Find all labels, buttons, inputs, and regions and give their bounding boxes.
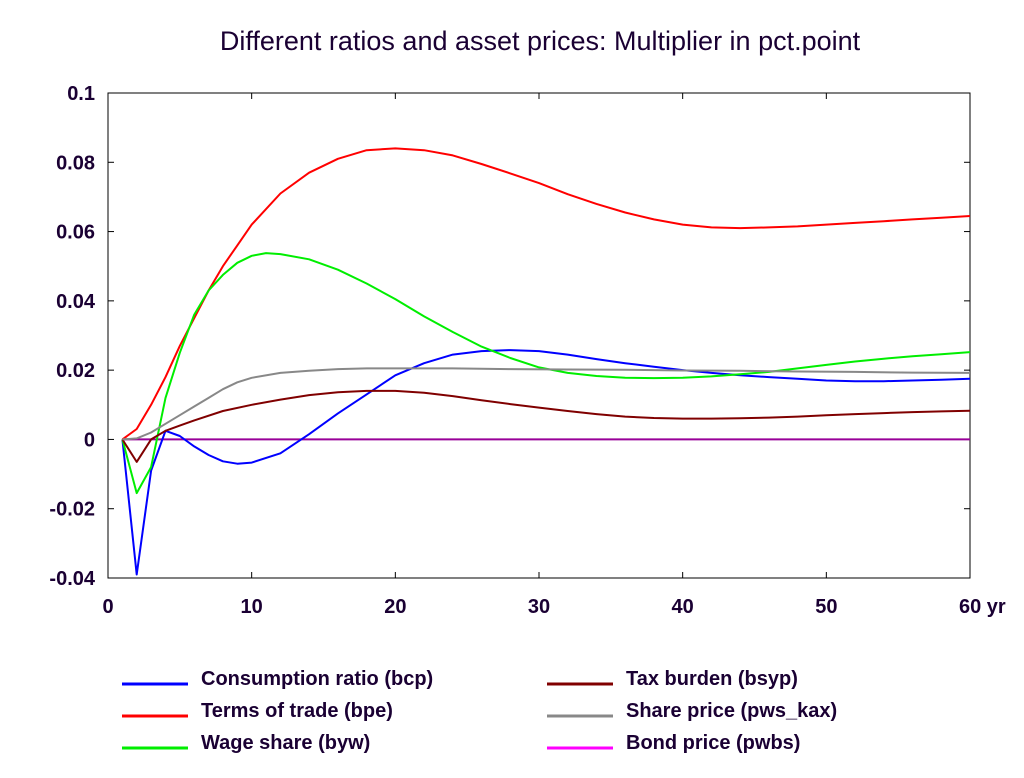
y-tick-label: 0 xyxy=(84,429,95,451)
legend-label-terms-of-trade-bpe: Terms of trade (bpe) xyxy=(201,700,393,722)
series-line-terms-of-trade-bpe xyxy=(121,147,971,441)
y-axis: -0.04 -0.02 0 0.02 0.04 0.06 0.08 0.1 xyxy=(49,83,970,590)
legend-label-consumption-ratio-bcp: Consumption ratio (bcp) xyxy=(201,668,433,690)
legend-label-bond-price-pwbs: Bond price (pwbs) xyxy=(626,732,800,754)
x-tick-label: 20 xyxy=(384,596,406,618)
x-tick-label: 50 xyxy=(815,596,837,618)
x-tick-label: 30 xyxy=(528,596,550,618)
y-tick-label: 0.02 xyxy=(56,360,95,382)
plot-frame xyxy=(107,92,971,579)
y-tick-label: 0.1 xyxy=(67,83,95,105)
x-axis: 0 10 20 30 40 50 60 yr xyxy=(102,93,1006,618)
y-tick-label: 0.06 xyxy=(56,222,95,244)
y-tick-label: -0.04 xyxy=(49,568,95,590)
y-tick-label: -0.02 xyxy=(49,499,95,521)
legend: Consumption ratio (bcp) Terms of trade (b… xyxy=(122,668,837,754)
series-lines xyxy=(121,147,971,576)
chart-title: Different ratios and asset prices: Multi… xyxy=(220,26,861,56)
series-line-wage-share-byw xyxy=(121,252,971,495)
x-tick-label: 60 yr xyxy=(959,596,1006,618)
legend-label-tax-burden-bsyp: Tax burden (bsyp) xyxy=(626,668,798,690)
x-tick-label: 40 xyxy=(672,596,694,618)
series-line-consumption-ratio-bcp xyxy=(121,349,971,576)
legend-label-wage-share-byw: Wage share (byw) xyxy=(201,732,370,754)
legend-label-share-price-pws-kax: Share price (pws_kax) xyxy=(626,700,837,722)
plot-border xyxy=(107,92,971,579)
x-tick-label: 10 xyxy=(241,596,263,618)
series-line-share-price-pws-kax xyxy=(122,367,971,441)
y-tick-label: 0.04 xyxy=(56,291,96,313)
series-line-tax-burden-bsyp xyxy=(121,389,971,463)
x-tick-label: 0 xyxy=(102,596,113,618)
y-tick-label: 0.08 xyxy=(56,152,95,174)
